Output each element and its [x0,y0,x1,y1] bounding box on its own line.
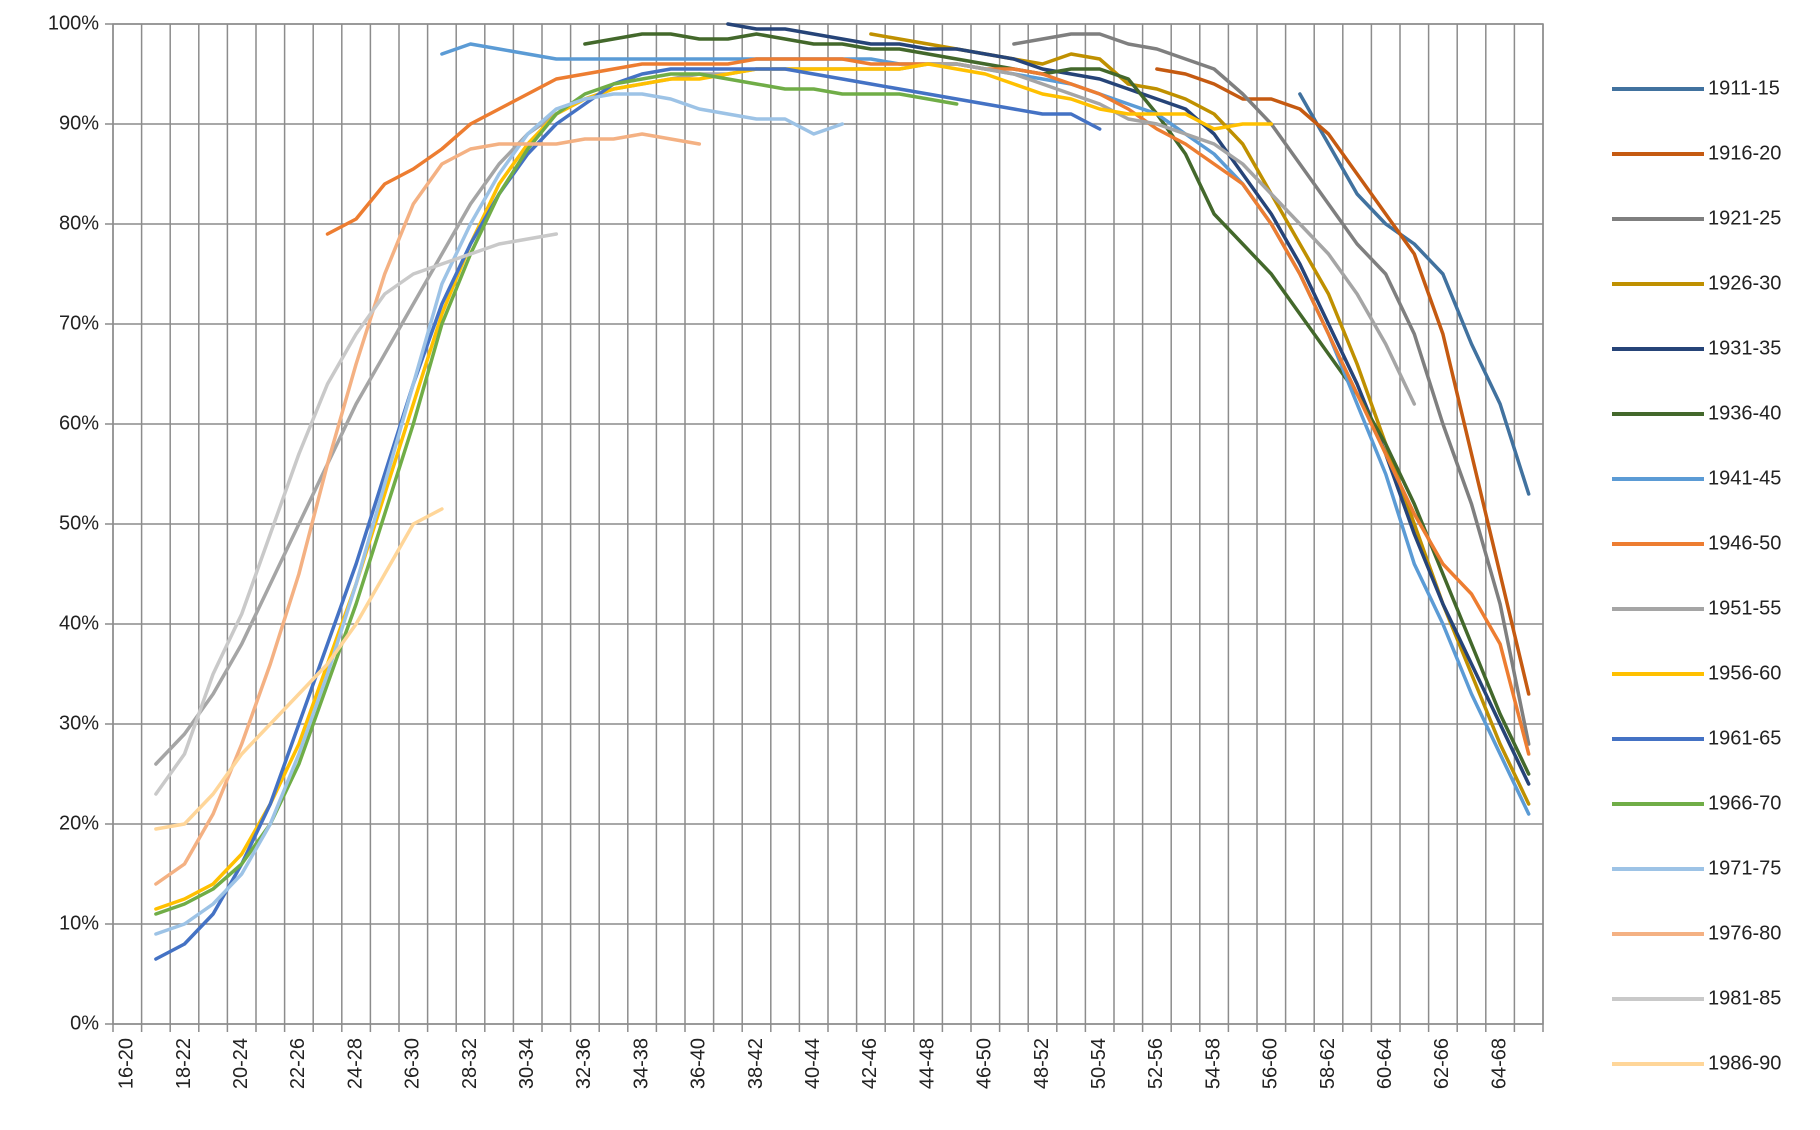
legend-label: 1956-60 [1708,662,1781,684]
x-tick-label: 24-28 [344,1038,366,1089]
x-tick-label: 26-30 [402,1038,424,1089]
legend-label: 1976-80 [1708,922,1781,944]
series-line [154,72,959,916]
x-tick-label: 36-40 [688,1038,710,1089]
legend-label: 1961-65 [1708,727,1781,749]
x-tick-label: 28-32 [459,1038,481,1089]
x-tick-label: 30-34 [516,1038,538,1089]
legend-label: 1916-20 [1708,142,1781,164]
x-tick-label: 16-20 [116,1038,138,1089]
x-tick-label: 52-56 [1145,1038,1167,1089]
legend-label: 1946-50 [1708,532,1781,554]
x-tick-label: 64-68 [1488,1038,1510,1089]
x-tick-label: 48-52 [1031,1038,1053,1089]
x-tick-label: 62-66 [1431,1038,1453,1089]
legend-label: 1941-45 [1708,467,1781,489]
x-tick-label: 56-60 [1260,1038,1282,1089]
y-tick-label: 80% [59,212,99,234]
legend-label: 1971-75 [1708,857,1781,879]
legend-label: 1911-15 [1708,77,1780,99]
x-tick-label: 42-46 [859,1038,881,1089]
series-line [1155,67,1531,696]
legend-label: 1981-85 [1708,987,1781,1009]
series-line [583,32,1531,776]
legend-label: 1921-25 [1708,207,1781,229]
x-tick-label: 34-38 [630,1038,652,1089]
y-tick-label: 20% [59,812,99,834]
series-line [154,232,559,796]
x-tick-label: 40-44 [802,1038,824,1089]
x-tick-label: 50-54 [1088,1038,1110,1089]
series-line [1298,92,1531,496]
series-line [154,67,1102,961]
y-tick-label: 30% [59,712,99,734]
y-tick-label: 50% [59,512,99,534]
x-tick-label: 18-22 [173,1038,195,1089]
series-line [726,22,1531,786]
x-tick-label: 60-64 [1374,1038,1396,1089]
series-line [154,92,845,936]
y-tick-label: 100% [48,12,99,34]
x-tick-label: 20-24 [230,1038,252,1089]
y-tick-label: 10% [59,912,99,934]
x-tick-label: 38-42 [745,1038,767,1089]
legend-label: 1951-55 [1708,597,1781,619]
y-tick-label: 60% [59,412,99,434]
y-tick-label: 90% [59,112,99,134]
legend-label: 1936-40 [1708,402,1781,424]
legend-label: 1931-35 [1708,337,1781,359]
legend-label: 1926-30 [1708,272,1781,294]
x-tick-label: 46-50 [974,1038,996,1089]
series-line [154,507,444,831]
legend-label: 1986-90 [1708,1052,1781,1074]
y-tick-label: 0% [70,1012,99,1034]
x-tick-label: 44-48 [916,1038,938,1089]
legend-label: 1966-70 [1708,792,1781,814]
x-tick-label: 58-62 [1317,1038,1339,1089]
y-tick-label: 70% [59,312,99,334]
x-tick-label: 54-58 [1202,1038,1224,1089]
series-line [154,132,702,886]
x-tick-label: 22-26 [287,1038,309,1089]
y-tick-label: 40% [59,612,99,634]
x-tick-label: 32-36 [573,1038,595,1089]
